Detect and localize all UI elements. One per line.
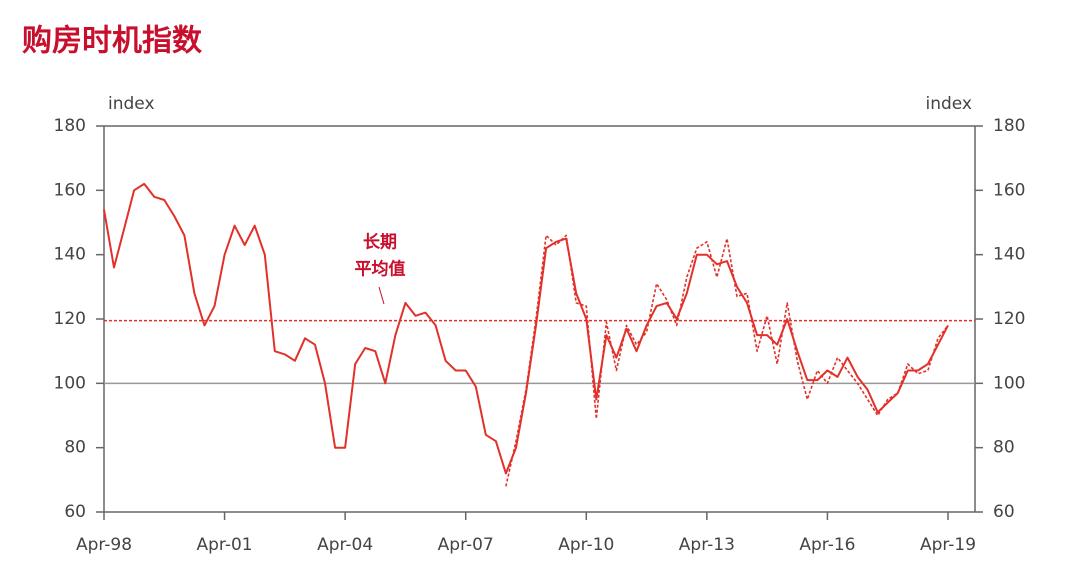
x-tick-label: Apr-13 bbox=[679, 535, 735, 555]
y-tick-label: 160 bbox=[54, 180, 86, 200]
y2-tick-label: 60 bbox=[993, 502, 1015, 522]
x-tick-label: Apr-19 bbox=[920, 535, 976, 555]
x-tick-label: Apr-16 bbox=[799, 535, 855, 555]
y-axis-label: index bbox=[108, 94, 155, 114]
y2-tick-label: 180 bbox=[993, 116, 1025, 136]
x-tick-label: Apr-10 bbox=[558, 535, 614, 555]
y-tick-label: 180 bbox=[54, 116, 86, 136]
y2-tick-label: 160 bbox=[993, 180, 1025, 200]
annotation: 长期 bbox=[363, 232, 397, 253]
y-tick-label: 80 bbox=[64, 438, 86, 458]
y2-tick-label: 140 bbox=[993, 245, 1025, 265]
y2-tick-label: 80 bbox=[993, 438, 1015, 458]
y-tick-label: 120 bbox=[54, 309, 86, 329]
y2-axis-label: index bbox=[925, 94, 972, 114]
y-tick-label: 100 bbox=[54, 373, 86, 393]
annotation: 平均值 bbox=[355, 259, 406, 280]
x-tick-label: Apr-01 bbox=[197, 535, 253, 555]
x-tick-label: Apr-04 bbox=[317, 535, 373, 555]
annotation-leader bbox=[378, 286, 385, 305]
y2-tick-label: 120 bbox=[993, 309, 1025, 329]
y-tick-label: 140 bbox=[54, 245, 86, 265]
y-tick-label: 60 bbox=[64, 502, 86, 522]
chart-title: 购房时机指数 bbox=[22, 24, 203, 59]
x-tick-label: Apr-98 bbox=[76, 535, 132, 555]
line bbox=[103, 182, 949, 475]
dashed-line bbox=[505, 234, 949, 487]
y2-tick-label: 100 bbox=[993, 373, 1025, 393]
x-tick-label: Apr-07 bbox=[438, 535, 494, 555]
